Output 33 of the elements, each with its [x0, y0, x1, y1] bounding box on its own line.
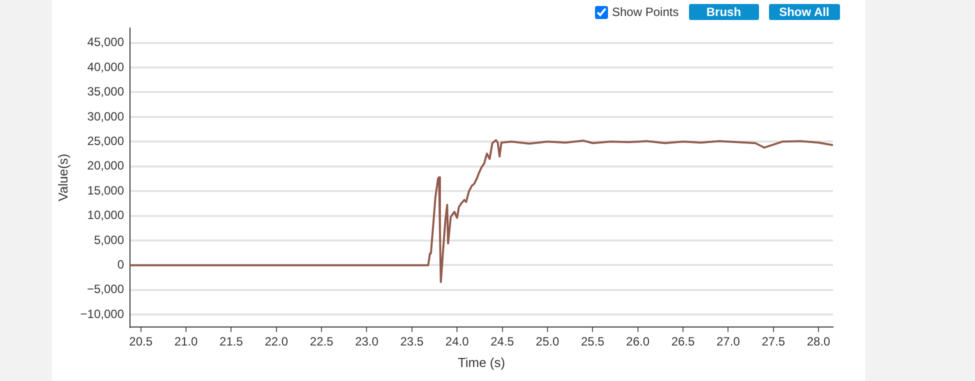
y-tick-label: 45,000 — [87, 35, 124, 50]
x-tick-label: 21.5 — [220, 334, 244, 349]
x-tick-label: 20.5 — [129, 334, 153, 349]
y-tick-label: 35,000 — [87, 84, 124, 99]
text: Show Points — [611, 5, 679, 19]
x-tick-label: 26.0 — [626, 334, 650, 349]
x-tick-label: 26.5 — [671, 334, 696, 349]
text: Show All — [768, 4, 840, 20]
y-tick-label: 30,000 — [87, 109, 124, 124]
y-tick-label: 20,000 — [87, 158, 124, 173]
y-tick-label: 40,000 — [87, 60, 124, 74]
x-tick-label: 25.0 — [536, 334, 560, 349]
x-tick-label: 25.5 — [580, 334, 605, 349]
y-tick-label: 0 — [117, 258, 124, 272]
y-tick-label: −10,000 — [80, 306, 124, 321]
x-tick-label: 27.0 — [716, 334, 740, 349]
x-tick-label: 27.5 — [762, 334, 786, 349]
x-tick-label: 22.5 — [310, 334, 334, 349]
y-tick-label: 5,000 — [94, 232, 124, 247]
x-tick-label: 23.5 — [400, 334, 424, 349]
x-tick-label: 28.0 — [806, 334, 831, 349]
y-tick-label: 10,000 — [87, 208, 124, 222]
y-tick-label: 25,000 — [87, 134, 124, 148]
x-axis-title: Time (s) — [458, 354, 506, 370]
y-axis-title: Value(s) — [55, 154, 70, 202]
y-tick-label: 15,000 — [87, 183, 124, 198]
x-tick-label: 24.5 — [490, 334, 514, 349]
y-tick-label: −5,000 — [86, 282, 124, 296]
x-tick-label: 23.0 — [355, 334, 379, 349]
x-tick-label: 24.0 — [445, 334, 470, 349]
x-tick-label: 21.0 — [174, 334, 198, 349]
text: Brush — [688, 4, 759, 20]
x-tick-label: 22.0 — [264, 334, 288, 349]
